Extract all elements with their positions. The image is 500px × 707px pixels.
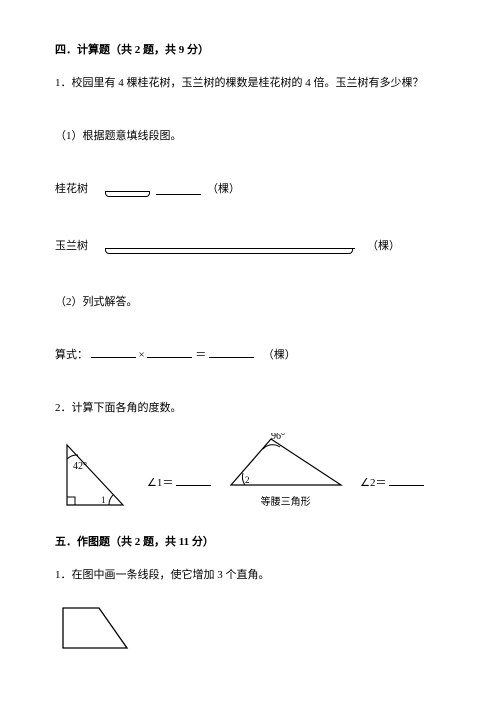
trapezoid-svg — [55, 600, 135, 655]
tree1-segment: 桂花树 （棵） — [55, 179, 445, 200]
triangle2-caption: 等腰三角形 — [223, 493, 348, 512]
s4-q1-sub2: （2）列式解答。 — [55, 292, 445, 313]
formula-blank2 — [147, 346, 192, 358]
s4-q1-sub1: （1）根据题意填线段图。 — [55, 126, 445, 147]
s4-q1-text: 1．校园里有 4 棵桂花树，玉兰树的棵数是桂花树的 4 倍。玉兰树有多少棵？ — [55, 73, 445, 94]
tree2-label: 玉兰树 — [55, 236, 105, 257]
angle1-prefix: ∠1＝ — [147, 477, 173, 489]
tree1-blank — [105, 180, 150, 192]
tree2-unit: （棵） — [367, 236, 400, 257]
s4-q2-text: 2．计算下面各角的度数。 — [55, 398, 445, 419]
section5-header: 五．作图题（共 2 题，共 11 分） — [55, 532, 445, 553]
angle1-answer: ∠1＝ — [147, 473, 211, 512]
tree1-unit: （棵） — [207, 179, 240, 200]
tree2-brace — [105, 248, 353, 254]
svg-text:42°: 42° — [73, 461, 87, 472]
formula-prefix: 算式： — [55, 349, 88, 361]
triangle2-wrap: 96° 2 等腰三角形 — [223, 433, 348, 512]
section4-header: 四．计算题（共 2 题，共 9 分） — [55, 40, 445, 61]
triangle1: 42° 1 — [55, 437, 135, 512]
angle2-answer: ∠2＝ — [360, 473, 424, 512]
angle2-prefix: ∠2＝ — [360, 477, 386, 489]
tree2-blank — [105, 237, 355, 249]
tree1-label: 桂花树 — [55, 179, 105, 200]
tree1-brace — [105, 191, 150, 197]
formula-blank3 — [209, 346, 254, 358]
angles-row: 42° 1 ∠1＝ 96° 2 等腰三角形 ∠2＝ — [55, 433, 445, 512]
formula-blank1 — [91, 346, 136, 358]
tree1-value-blank — [156, 183, 201, 195]
formula-eq: ＝ — [195, 349, 206, 361]
angle2-blank — [389, 474, 424, 486]
formula-op: × — [139, 349, 145, 361]
formula-line: 算式： × ＝ （棵） — [55, 345, 445, 366]
formula-unit: （棵） — [263, 349, 296, 361]
svg-text:2: 2 — [245, 475, 250, 485]
tree2-segment: 玉兰树 （棵） — [55, 236, 445, 257]
svg-text:1: 1 — [101, 495, 106, 505]
angle1-blank — [176, 474, 211, 486]
s5-q1-text: 1．在图中画一条线段，使它增加 3 个直角。 — [55, 565, 445, 586]
trapezoid-figure — [55, 600, 445, 655]
triangle2: 96° 2 — [223, 433, 348, 495]
svg-text:96°: 96° — [271, 433, 285, 442]
